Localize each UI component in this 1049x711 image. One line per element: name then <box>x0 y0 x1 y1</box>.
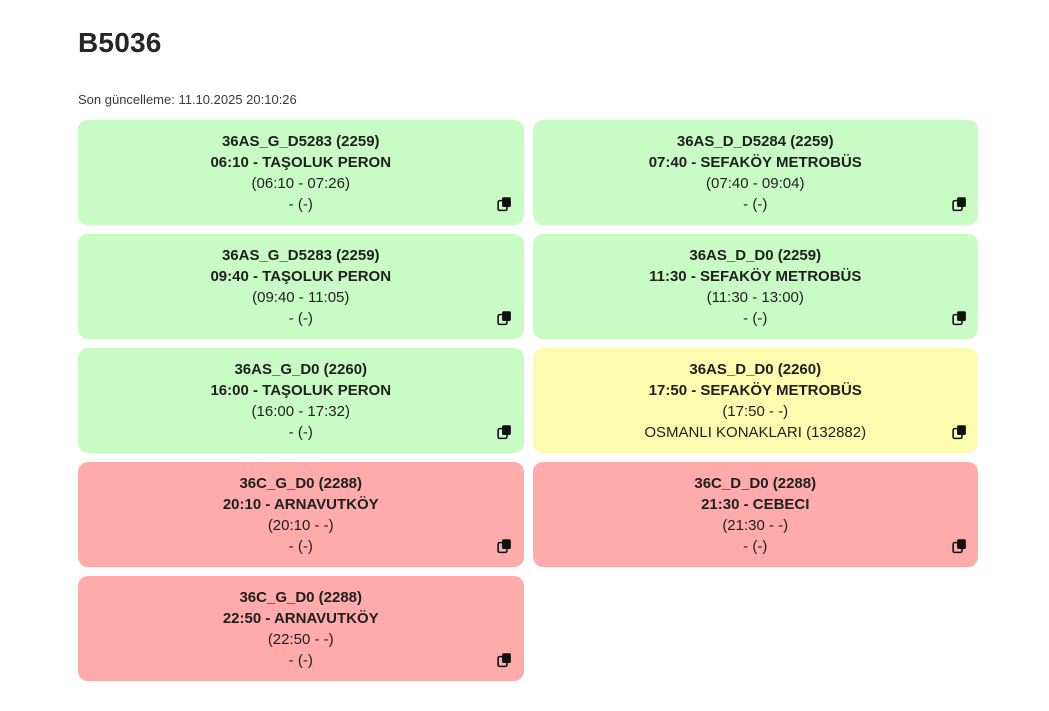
trip-note: - (-) <box>288 538 313 555</box>
copy-button[interactable] <box>950 537 968 555</box>
trip-note: - (-) <box>743 310 768 327</box>
trip-code: 36C_G_D0 (2288) <box>239 589 363 606</box>
trip-card: 36AS_G_D5283 (2259) 06:10 - TAŞOLUK PERO… <box>78 120 524 225</box>
trip-card: 36AS_D_D0 (2260) 17:50 - SEFAKÖY METROBÜ… <box>532 348 978 453</box>
trip-card: 36AS_D_D5284 (2259) 07:40 - SEFAKÖY METR… <box>532 120 978 225</box>
copy-button[interactable] <box>496 195 514 213</box>
trip-departure: 17:50 - SEFAKÖY METROBÜS <box>648 382 862 399</box>
trip-time-range: (21:30 - -) <box>722 517 789 534</box>
copy-button[interactable] <box>496 651 514 669</box>
copy-button[interactable] <box>496 309 514 327</box>
trip-code: 36AS_G_D0 (2260) <box>234 361 368 378</box>
trip-note: - (-) <box>288 652 313 669</box>
trip-code: 36AS_D_D0 (2260) <box>689 361 822 378</box>
page-title: B5036 <box>78 27 162 58</box>
trip-code: 36AS_D_D5284 (2259) <box>676 133 834 150</box>
trip-note: OSMANLI KONAKLARI (132882) <box>644 424 867 441</box>
last-update-text: Son güncelleme: 11.10.2025 20:10:26 <box>78 92 297 107</box>
trip-departure: 09:40 - TAŞOLUK PERON <box>210 268 392 285</box>
copy-icon <box>497 652 512 668</box>
trip-code: 36AS_G_D5283 (2259) <box>221 133 380 150</box>
copy-button[interactable] <box>496 423 514 441</box>
trip-time-range: (16:00 - 17:32) <box>251 403 350 420</box>
trip-card: 36C_D_D0 (2288) 21:30 - CEBECI (21:30 - … <box>532 462 978 567</box>
trip-departure: 06:10 - TAŞOLUK PERON <box>210 154 392 171</box>
copy-icon <box>951 538 967 554</box>
trip-card: 36AS_G_D5283 (2259) 09:40 - TAŞOLUK PERO… <box>78 234 524 339</box>
trip-departure: 11:30 - SEFAKÖY METROBÜS <box>649 268 862 285</box>
trip-code: 36C_D_D0 (2288) <box>694 475 817 492</box>
copy-button[interactable] <box>950 423 968 441</box>
trip-departure: 16:00 - TAŞOLUK PERON <box>210 382 392 399</box>
copy-icon <box>951 310 967 326</box>
trip-departure: 20:10 - ARNAVUTKÖY <box>222 496 379 513</box>
trip-grid: 36AS_G_D5283 (2259) 06:10 - TAŞOLUK PERO… <box>78 120 978 681</box>
trip-card: 36AS_G_D0 (2260) 16:00 - TAŞOLUK PERON (… <box>78 348 524 453</box>
trip-time-range: (06:10 - 07:26) <box>251 175 350 192</box>
trip-note: - (-) <box>288 196 313 213</box>
trip-time-range: (07:40 - 09:04) <box>706 175 805 192</box>
trip-departure: 07:40 - SEFAKÖY METROBÜS <box>648 154 862 171</box>
trip-card: 36C_G_D0 (2288) 22:50 - ARNAVUTKÖY (22:5… <box>78 576 524 681</box>
copy-icon <box>497 538 512 554</box>
trip-code: 36AS_D_D0 (2259) <box>689 247 822 264</box>
trip-note: - (-) <box>743 538 768 555</box>
copy-icon <box>951 196 967 212</box>
trip-departure: 22:50 - ARNAVUTKÖY <box>222 610 379 627</box>
trip-code: 36C_G_D0 (2288) <box>239 475 363 492</box>
trip-card: 36AS_D_D0 (2259) 11:30 - SEFAKÖY METROBÜ… <box>532 234 978 339</box>
copy-icon <box>497 196 512 212</box>
copy-button[interactable] <box>496 537 514 555</box>
copy-icon <box>497 424 512 440</box>
trip-time-range: (17:50 - -) <box>722 403 789 420</box>
trip-note: - (-) <box>743 196 768 213</box>
copy-icon <box>497 310 512 326</box>
trip-code: 36AS_G_D5283 (2259) <box>221 247 380 264</box>
trip-note: - (-) <box>288 310 313 327</box>
trip-note: - (-) <box>288 424 313 441</box>
trip-departure: 21:30 - CEBECI <box>701 496 810 513</box>
copy-button[interactable] <box>950 195 968 213</box>
trip-time-range: (22:50 - -) <box>267 631 334 648</box>
copy-button[interactable] <box>950 309 968 327</box>
trip-time-range: (09:40 - 11:05) <box>252 289 350 306</box>
trip-time-range: (11:30 - 13:00) <box>706 289 804 306</box>
trip-card: 36C_G_D0 (2288) 20:10 - ARNAVUTKÖY (20:1… <box>78 462 524 567</box>
trip-time-range: (20:10 - -) <box>267 517 334 534</box>
copy-icon <box>951 424 967 440</box>
